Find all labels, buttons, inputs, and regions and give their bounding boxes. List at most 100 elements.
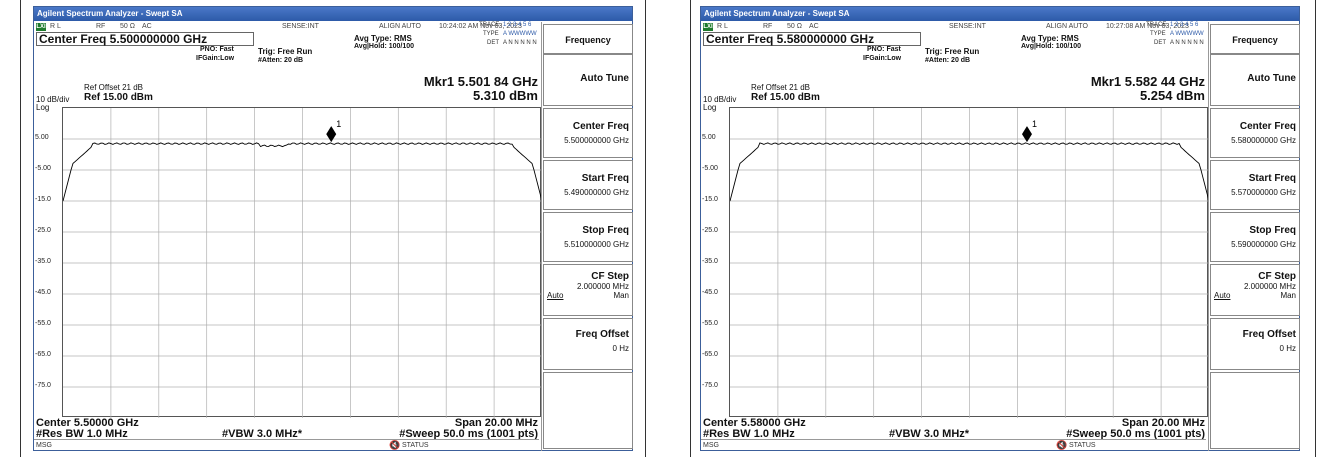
auto-tune-button[interactable]: Auto Tune [543, 54, 633, 106]
status-label: STATUS [1069, 442, 1096, 449]
freq-offset-button[interactable]: Freq Offset 0 Hz [543, 318, 633, 370]
center-freq-label: Center Freq [572, 121, 629, 132]
softkey-panel: Frequency Auto Tune Center Freq 5.580000… [1208, 22, 1300, 451]
ref-offset: Ref Offset 21 dB [84, 83, 143, 92]
auto-tune-label: Auto Tune [580, 73, 629, 84]
y-axis-tick-label: -15.0 [702, 196, 718, 203]
stop-freq-label: Stop Freq [582, 225, 629, 236]
cf-man-label: Man [613, 291, 629, 300]
y-axis-tick-label: -5.00 [35, 165, 51, 172]
marker-level: 5.254 dBm [1139, 88, 1205, 103]
datetime: 10:24:02 AM Nov 03, 2023 [439, 23, 522, 30]
cf-step-label: CF Step [1258, 271, 1296, 282]
start-freq-button[interactable]: Start Freq 5.570000000 GHz [1210, 160, 1300, 210]
spectrum-graph[interactable]: 1 [729, 107, 1209, 418]
blank-softkey [1210, 372, 1300, 449]
y-axis-tick-label: -55.0 [702, 320, 718, 327]
message-bar: MSG 🔇 STATUS [701, 439, 1206, 451]
cell-divider [1315, 0, 1316, 457]
y-axis-tick-label: -75.0 [35, 382, 51, 389]
trace-numbers: 1 2 3 4 5 6 [503, 22, 532, 28]
center-freq-readout[interactable]: Center Freq 5.500000000 GHz [36, 32, 254, 46]
det-value: A N N N N N [1170, 40, 1204, 46]
vbw: #VBW 3.0 MHz* [889, 428, 970, 440]
type-value: A WWWWW [503, 31, 537, 37]
stop-freq-value: 5.590000000 GHz [1231, 240, 1296, 249]
marker-number: 1 [1032, 119, 1037, 129]
status-row: LXI R L RF 50 Ω AC SENSE:INT ALIGN AUTO … [701, 22, 1206, 33]
status-ohm: 50 Ω [787, 23, 802, 30]
sweep: #Sweep 50.0 ms (1001 pts) [399, 428, 538, 440]
spectrum-analyzer-screen: Agilent Spectrum Analyzer - Swept SA LXI… [33, 6, 633, 451]
y-axis-tick-label: -25.0 [702, 227, 718, 234]
ref-level: Ref 15.00 dBm [84, 92, 153, 103]
datetime: 10:27:08 AM Nov 03, 2023 [1106, 23, 1189, 30]
trace-plot: 1 [63, 108, 542, 418]
avg-type-label: Avg Type: RMS [354, 34, 412, 43]
status-ac: AC [142, 23, 152, 30]
center-freq-button[interactable]: Center Freq 5.580000000 GHz [1210, 108, 1300, 158]
trace-numbers: 1 2 3 4 5 6 [1170, 22, 1199, 28]
stop-freq-button[interactable]: Stop Freq 5.510000000 GHz [543, 212, 633, 262]
type-label: TYPE [1150, 31, 1166, 37]
cell-divider [690, 0, 691, 457]
start-freq-value: 5.570000000 GHz [1231, 188, 1296, 197]
trace-indicator: TRACE 1 2 3 4 5 6 TYPE A WWWWW DET A N N… [459, 22, 539, 58]
stop-freq-label: Stop Freq [1249, 225, 1296, 236]
lxi-icon: LXI [36, 23, 46, 31]
freq-offset-button[interactable]: Freq Offset 0 Hz [1210, 318, 1300, 370]
speaker-icon: 🔇 [1056, 440, 1068, 450]
y-axis-tick-label: -15.0 [35, 196, 51, 203]
status-row: LXI R L RF 50 Ω AC SENSE:INT ALIGN AUTO … [34, 22, 539, 33]
atten-label: #Atten: 20 dB [258, 57, 304, 64]
span: Span 20.00 MHz [454, 417, 538, 429]
lxi-icon: LXI [703, 23, 713, 31]
msg-label: MSG [703, 442, 719, 449]
status-rf: RF [763, 23, 773, 30]
ifgain-label: IFGain:Low [863, 55, 902, 62]
scale-per-div: 10 dB/div [703, 95, 737, 104]
y-axis-tick-label: -65.0 [702, 351, 718, 358]
softkey-panel: Frequency Auto Tune Center Freq 5.500000… [541, 22, 633, 451]
center-freq-label: Center Freq [1239, 121, 1296, 132]
center-freq-value: 5.580000000 GHz [1231, 136, 1296, 145]
spectrum-trace [730, 142, 1209, 202]
cell-divider [20, 0, 21, 457]
y-axis-tick-label: -25.0 [35, 227, 51, 234]
stop-freq-button[interactable]: Stop Freq 5.590000000 GHz [1210, 212, 1300, 262]
center-freq-readout[interactable]: Center Freq 5.580000000 GHz [703, 32, 921, 46]
res-bw: #Res BW 1.0 MHz [36, 428, 128, 440]
cf-step-value: 2.000000 MHz [1243, 282, 1296, 291]
pno-label: PNO: Fast [200, 46, 234, 53]
cf-step-button[interactable]: CF Step 2.000000 MHz Auto Man [543, 264, 633, 316]
spectrum-graph[interactable]: 1 [62, 107, 542, 418]
marker-diamond-icon [1021, 126, 1032, 143]
type-value: A WWWWW [1170, 31, 1204, 37]
marker-number: 1 [336, 119, 341, 129]
atten-label: #Atten: 20 dB [925, 57, 971, 64]
menu-title: Frequency [543, 24, 633, 54]
trace-plot: 1 [730, 108, 1209, 418]
ref-level: Ref 15.00 dBm [751, 92, 820, 103]
start-freq-label: Start Freq [1248, 173, 1296, 184]
avg-type-label: Avg Type: RMS [1021, 34, 1079, 43]
start-freq-button[interactable]: Start Freq 5.490000000 GHz [543, 160, 633, 210]
scale-per-div: 10 dB/div [36, 95, 70, 104]
log-label: Log [703, 103, 717, 112]
status-rl: R L [717, 23, 728, 30]
det-label: DET [487, 40, 499, 46]
center-bottom: Center 5.58000 GHz [703, 417, 806, 429]
center-bottom: Center 5.50000 GHz [36, 417, 139, 429]
y-axis-tick-label: -5.00 [702, 165, 718, 172]
y-axis-tick-label: -35.0 [702, 258, 718, 265]
cf-step-button[interactable]: CF Step 2.000000 MHz Auto Man [1210, 264, 1300, 316]
y-axis-tick-label: -45.0 [35, 289, 51, 296]
stop-freq-value: 5.510000000 GHz [564, 240, 629, 249]
auto-tune-button[interactable]: Auto Tune [1210, 54, 1300, 106]
status-label: STATUS [402, 442, 429, 449]
marker-frequency: Mkr1 5.582 44 GHz [1090, 74, 1205, 89]
center-freq-button[interactable]: Center Freq 5.500000000 GHz [543, 108, 633, 158]
menu-title: Frequency [1210, 24, 1300, 54]
status-sense: SENSE:INT [282, 23, 319, 30]
trace-label: TRACE [479, 22, 500, 28]
